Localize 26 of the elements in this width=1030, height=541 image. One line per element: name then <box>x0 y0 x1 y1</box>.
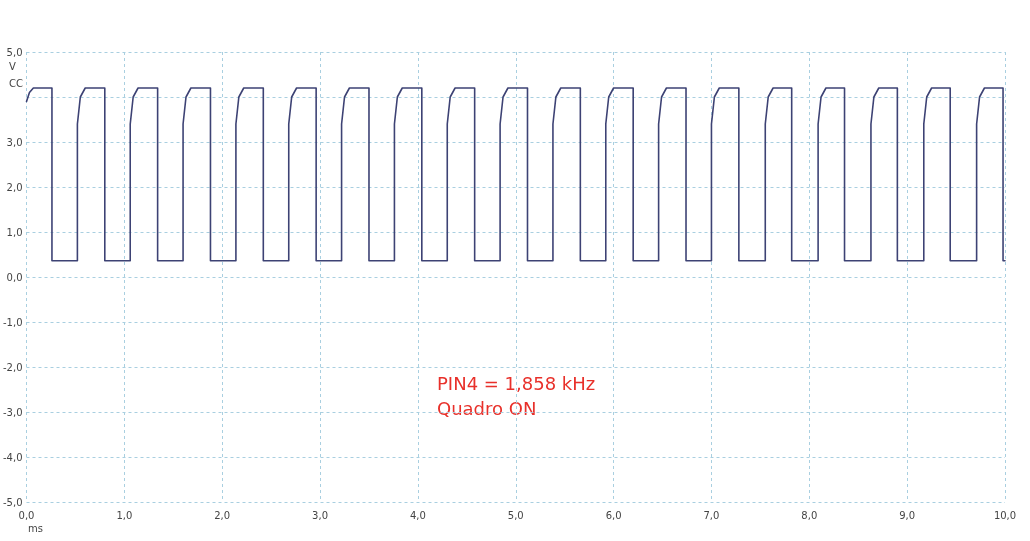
y-tick-label: -5,0 <box>3 496 23 508</box>
x-tick-label: 3,0 <box>312 509 329 521</box>
x-tick-label: 4,0 <box>409 509 426 521</box>
y-tick-label: 3,0 <box>6 136 23 148</box>
x-axis-title: ms <box>28 522 43 534</box>
y-axis-title: V <box>9 60 16 72</box>
y-tick-label: 0,0 <box>6 271 23 283</box>
y-tick-label: -1,0 <box>3 316 23 328</box>
y-tick-label: -3,0 <box>3 406 23 418</box>
y-tick-label: 2,0 <box>6 181 23 193</box>
y-tick-label: 1,0 <box>6 226 23 238</box>
x-tick-label: 2,0 <box>214 509 231 521</box>
x-tick-label: 10,0 <box>993 509 1017 521</box>
y-tick-label: -2,0 <box>3 361 23 373</box>
x-tick-label: 6,0 <box>605 509 622 521</box>
x-tick-label: 1,0 <box>116 509 133 521</box>
x-tick-label: 9,0 <box>899 509 916 521</box>
annotation: PIN4 = 1,858 kHz <box>437 372 596 394</box>
x-tick-label: 8,0 <box>801 509 818 521</box>
x-tick-label: 0,0 <box>18 509 35 521</box>
x-tick-label: 7,0 <box>703 509 720 521</box>
text: CC <box>9 77 23 89</box>
y-tick-label: 5,0 <box>6 46 23 58</box>
y-tick-label: -4,0 <box>3 451 23 463</box>
x-tick-label: 5,0 <box>507 509 524 521</box>
line-series <box>25 87 1006 262</box>
